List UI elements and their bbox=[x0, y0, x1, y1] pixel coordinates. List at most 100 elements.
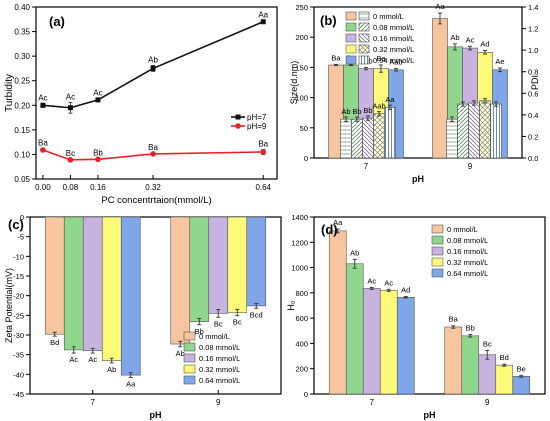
y-axis-label: Zeta Potential(mV) bbox=[4, 268, 14, 343]
data-label: Ba bbox=[331, 53, 341, 62]
data-label: Ac bbox=[88, 355, 97, 364]
data-label: Ab bbox=[107, 365, 116, 374]
y-tick-label: -10 bbox=[13, 252, 24, 261]
y-tick-label: 0 bbox=[304, 154, 308, 163]
y-tick-label: -25 bbox=[13, 311, 24, 320]
legend-swatch bbox=[431, 235, 444, 245]
data-label: Ac bbox=[367, 276, 376, 285]
data-label: Bb bbox=[466, 324, 475, 333]
data-point bbox=[260, 149, 267, 155]
data-label: Aa bbox=[258, 10, 268, 19]
data-label: Bb bbox=[93, 148, 103, 157]
data-label: Ac bbox=[93, 88, 102, 97]
legend-label: 0.32 mmol/L bbox=[373, 45, 414, 54]
legend-swatch bbox=[345, 44, 357, 54]
data-point bbox=[150, 65, 156, 71]
x-axis-label: PC concentrtaion(mmol/L) bbox=[101, 195, 211, 206]
panel-b-frame bbox=[313, 6, 523, 159]
pdi-label: Aa bbox=[385, 95, 395, 104]
data-label: Ae bbox=[495, 57, 504, 66]
y-tick-label: 0.25 bbox=[14, 77, 30, 86]
legend-label: 0.08 mmol/L bbox=[199, 343, 240, 352]
y-tick-label: -5 bbox=[17, 233, 24, 242]
x-tick-label: 7 bbox=[364, 162, 369, 171]
y-tick-label: 0.20 bbox=[14, 101, 30, 110]
legend-swatch bbox=[431, 246, 444, 256]
pdi-bar bbox=[479, 100, 491, 159]
data-label: Ad bbox=[401, 286, 410, 295]
data-point bbox=[150, 151, 156, 157]
y-tick-label: 0 bbox=[20, 213, 24, 222]
pdi-bar bbox=[373, 113, 385, 159]
panel-d-h0: 0 200 400 600 800 1000 1200 1400 7 Aa Ab Ac Ac Ad 9 Ba B… bbox=[286, 213, 546, 420]
legend-swatch bbox=[183, 331, 196, 341]
pdi-label: Aab bbox=[372, 102, 385, 111]
y-tick-label: 100 bbox=[295, 94, 308, 103]
panel-label: (d) bbox=[321, 222, 338, 237]
y-tick-label: 400 bbox=[295, 339, 308, 348]
y-tick-label: 1200 bbox=[291, 238, 308, 247]
pdi-label: Ab bbox=[341, 107, 350, 116]
y-tick-label: -30 bbox=[13, 331, 24, 340]
legend-pdi-swatch bbox=[358, 55, 370, 65]
x-tick-label: 0.64 bbox=[255, 183, 271, 192]
data-label: Ac bbox=[384, 278, 393, 287]
bar bbox=[379, 290, 398, 395]
data-point bbox=[67, 157, 74, 163]
x-tick-label: 9 bbox=[485, 398, 490, 407]
legend-swatch bbox=[345, 11, 357, 21]
data-label: Ba bbox=[376, 54, 386, 63]
y-tick-label: 0.15 bbox=[14, 126, 30, 135]
y-tick-label: 0.0 bbox=[528, 154, 538, 163]
legend-swatch bbox=[183, 375, 196, 385]
legend-label: 0.32 mmol/L bbox=[447, 258, 488, 267]
data-label: Bcd bbox=[250, 310, 263, 319]
legend-pdi-swatch bbox=[358, 33, 370, 43]
panel-label: (b) bbox=[320, 13, 337, 28]
data-label: Ab bbox=[176, 349, 185, 358]
legend-label: 0 mmol/L bbox=[199, 332, 230, 341]
data-label: Bc bbox=[66, 149, 75, 158]
y-axis-label: Turbidity bbox=[4, 74, 15, 112]
data-point bbox=[95, 97, 101, 103]
legend-swatch bbox=[431, 268, 444, 278]
x-axis-label: pH bbox=[424, 410, 436, 420]
x-tick-label: 0.16 bbox=[90, 183, 106, 192]
y-tick-label: 200 bbox=[295, 365, 308, 374]
bar bbox=[246, 216, 267, 307]
data-point bbox=[95, 156, 101, 163]
data-label: Ac bbox=[38, 93, 47, 102]
panel-label: (a) bbox=[49, 14, 65, 29]
bar bbox=[432, 18, 448, 159]
pdi-bar bbox=[457, 103, 469, 159]
bar bbox=[120, 216, 141, 376]
legend-label: 0.64 mmol/L bbox=[447, 269, 488, 278]
panel-c-zeta-potential: 0 -5 -10 -15 -20 -25 -30 -35 -40 -45 7 Bd Ac Ac Ab Aa 9 A… bbox=[4, 213, 282, 420]
legend-swatch bbox=[183, 364, 196, 374]
y-tick-label: -20 bbox=[13, 292, 24, 301]
legend-pdi-swatch bbox=[358, 11, 370, 21]
data-point bbox=[67, 105, 73, 111]
data-label: Ad bbox=[480, 39, 489, 48]
legend-pdi-swatch bbox=[358, 44, 370, 54]
y-tick-label: 0.4 bbox=[528, 111, 538, 120]
bar bbox=[444, 326, 463, 395]
x-tick-label: 0.00 bbox=[35, 183, 51, 192]
pdi-bar bbox=[384, 107, 396, 159]
y-tick-label: 0.40 bbox=[14, 3, 30, 12]
y-tick-label: 0.05 bbox=[14, 175, 30, 184]
y-tick-label: -40 bbox=[13, 370, 24, 379]
x-axis-label: pH bbox=[412, 174, 424, 184]
pdi-label: Bb bbox=[352, 107, 361, 116]
data-label: Ac bbox=[466, 35, 475, 44]
data-label: Bc bbox=[214, 319, 223, 328]
legend-label: 0.64 mmol/L bbox=[199, 376, 240, 385]
bar bbox=[478, 354, 497, 395]
data-label: Ab bbox=[350, 248, 359, 257]
bar bbox=[345, 263, 364, 395]
legend-label: 0 mmol/L bbox=[447, 225, 478, 234]
y-tick-label: 0.35 bbox=[14, 28, 30, 37]
data-label: Bc bbox=[233, 318, 242, 327]
bar bbox=[44, 216, 65, 335]
y-tick-label: 800 bbox=[295, 289, 308, 298]
